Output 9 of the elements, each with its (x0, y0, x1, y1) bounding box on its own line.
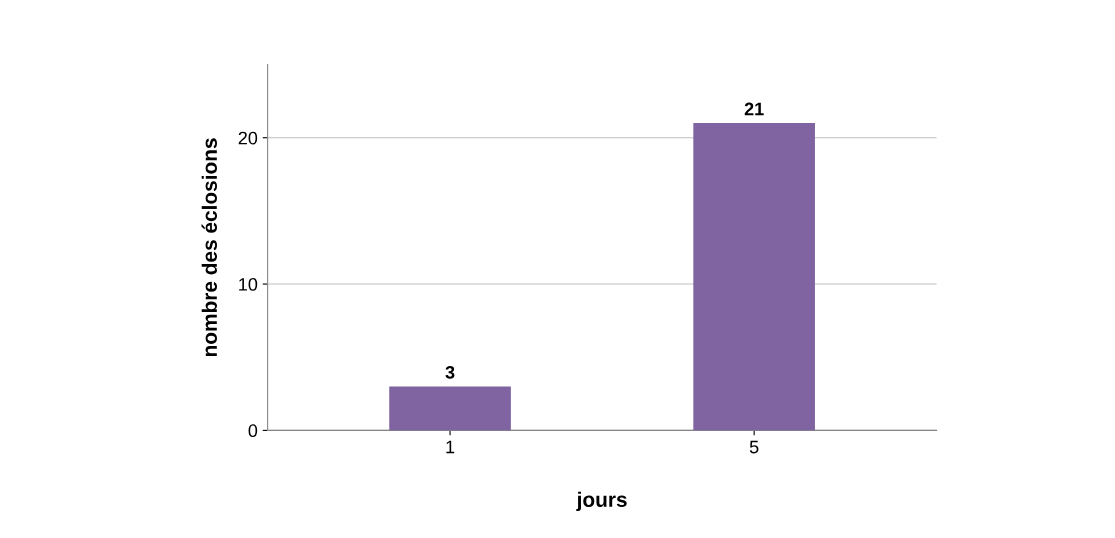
x-axis-title: jours (576, 491, 627, 512)
x-tick-label: 1 (446, 440, 455, 454)
y-tick-label: 0 (248, 424, 258, 438)
data-label: 21 (744, 102, 764, 116)
data-label: 3 (445, 365, 455, 379)
y-tick-label: 20 (238, 131, 258, 145)
y-axis-title: nombre des éclosions (201, 138, 218, 357)
y-tick-label: 10 (239, 278, 258, 291)
x-tick-label: 5 (749, 440, 759, 454)
